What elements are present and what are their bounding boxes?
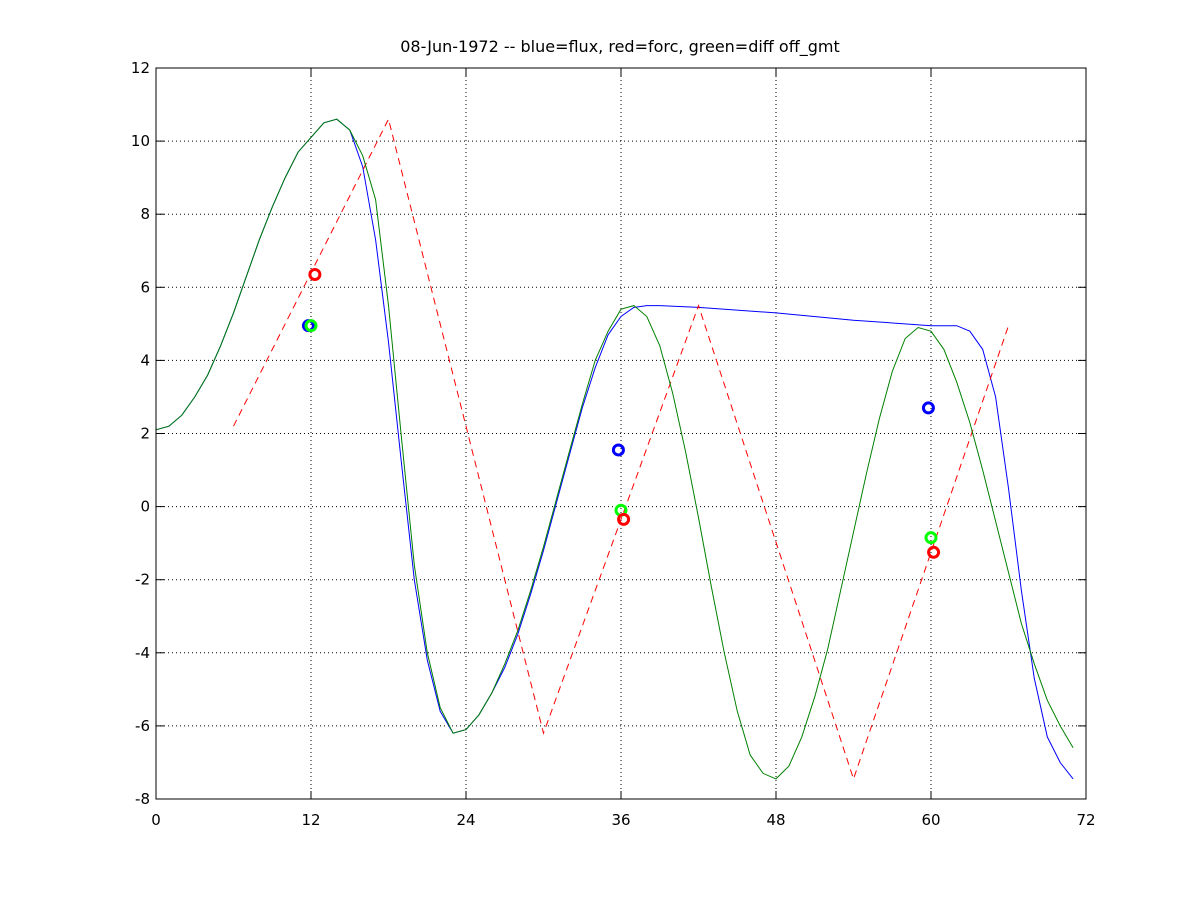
y-tick-label: 12 [131, 59, 150, 77]
x-tick-label: 36 [611, 811, 630, 829]
marker-layer [301, 268, 941, 559]
x-tick-label: 12 [301, 811, 320, 829]
y-tick-label: 10 [131, 132, 150, 150]
marker-2 [308, 268, 322, 282]
y-tick-label: -8 [135, 790, 150, 808]
series-layer [155, 117, 1074, 781]
y-tick-label: 4 [140, 351, 150, 369]
marker-5 [617, 512, 631, 526]
x-tick-label: 60 [921, 811, 940, 829]
y-tick-label: -4 [135, 644, 150, 662]
marker-7 [924, 531, 938, 545]
x-tick-label: 72 [1076, 811, 1095, 829]
x-tick-label: 24 [456, 811, 475, 829]
x-tick-label: 0 [151, 811, 161, 829]
marker-1 [304, 319, 318, 333]
marker-6 [921, 401, 935, 415]
chart-title: 08-Jun-1972 -- blue=flux, red=forc, gree… [400, 37, 840, 57]
y-tick-label: 2 [140, 425, 150, 443]
y-tick-label: 0 [140, 498, 150, 516]
x-tick-label: 48 [766, 811, 785, 829]
y-tick-label: 8 [140, 205, 150, 223]
y-tick-label: -2 [135, 571, 150, 589]
y-tick-label: -6 [135, 717, 150, 735]
series-line-2 [155, 118, 1074, 780]
marker-3 [611, 443, 625, 457]
marker-8 [927, 545, 941, 559]
series-line-1 [233, 117, 1009, 781]
y-tick-label: 6 [140, 278, 150, 296]
